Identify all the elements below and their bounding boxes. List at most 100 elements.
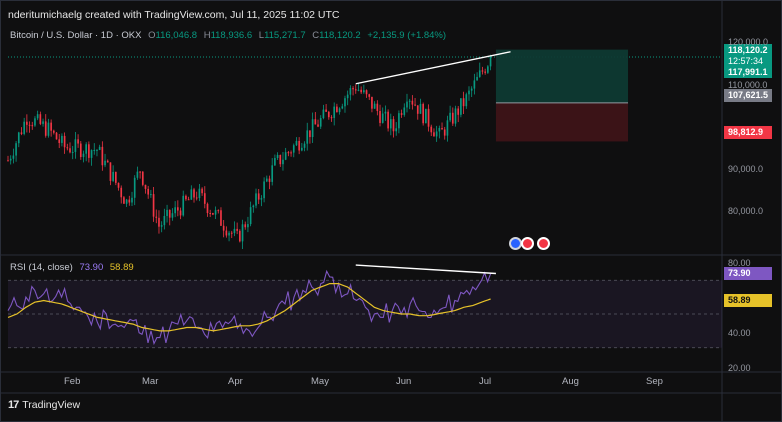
candle-body	[287, 152, 290, 154]
candle-body	[42, 121, 44, 124]
candle-body	[346, 94, 349, 99]
candle-body	[376, 103, 379, 111]
candle-body	[106, 160, 109, 163]
flag-icon-1[interactable]	[521, 237, 534, 250]
candle-body	[34, 118, 36, 126]
month-label-aug: Aug	[562, 376, 579, 387]
candle-body	[422, 103, 424, 124]
countdown-value: 12:57:34	[728, 56, 764, 66]
candle-body	[123, 197, 125, 204]
candle-body	[7, 160, 9, 162]
candle-body	[147, 188, 150, 195]
candle-body	[292, 145, 295, 153]
candle-body	[77, 139, 79, 144]
candle-body	[85, 144, 88, 154]
candle-body	[117, 182, 120, 188]
candle-body	[166, 209, 168, 216]
candle-body	[198, 188, 201, 199]
candle-body	[9, 158, 12, 161]
candle-body	[435, 131, 438, 137]
flag-icon-2[interactable]	[537, 237, 550, 250]
candle-body	[419, 103, 422, 114]
candle-body	[74, 139, 77, 152]
candle-body	[389, 119, 392, 129]
tradingview-logo-icon: 17	[8, 399, 19, 411]
rsi-tick-40: 40.00	[728, 328, 751, 338]
candle-body	[168, 209, 171, 218]
candle-body	[236, 228, 238, 231]
candle-body	[462, 98, 465, 107]
rsi-legend[interactable]: RSI (14, close) 73.90 58.89	[10, 262, 134, 273]
candle-body	[50, 122, 52, 131]
candle-body	[239, 230, 241, 242]
open-value: 116,046.8	[155, 30, 198, 41]
candle-body	[69, 148, 71, 153]
footer-branding[interactable]: 17 TradingView	[8, 399, 80, 411]
stop-zone	[495, 102, 629, 142]
candle-body	[217, 210, 220, 212]
entry-price-tag: 107,621.5	[724, 89, 772, 102]
price-legend[interactable]: Bitcoin / U.S. Dollar · 1D · OKX O116,04…	[10, 30, 446, 41]
attribution-text: nderitumichaelg created with TradingView…	[8, 9, 340, 21]
candle-body	[174, 207, 176, 214]
candle-body	[381, 113, 384, 123]
candle-body	[379, 110, 381, 123]
candle-body	[470, 88, 473, 91]
candle-body	[52, 130, 55, 133]
candle-body	[400, 113, 403, 115]
candle-body	[406, 101, 408, 108]
month-label-apr: Apr	[228, 376, 243, 387]
candle-body	[44, 121, 47, 136]
candle-body	[365, 90, 368, 95]
candle-body	[443, 129, 446, 136]
candle-body	[136, 171, 139, 178]
candle-body	[257, 193, 260, 200]
candle-body	[93, 149, 96, 151]
candle-body	[327, 111, 330, 118]
candle-body	[441, 127, 443, 130]
candle-body	[96, 149, 98, 151]
candle-body	[26, 121, 28, 125]
y-tick-90000: 90,000.0	[728, 164, 764, 174]
candle-body	[233, 228, 236, 234]
candle-body	[395, 128, 398, 132]
candle-body	[58, 139, 61, 143]
candle-body	[454, 108, 457, 124]
candle-body	[430, 126, 433, 133]
candle-body	[330, 117, 333, 119]
change-value: +2,135.9 (+1.84%)	[367, 30, 447, 41]
candle-body	[141, 171, 144, 185]
candle-body	[295, 140, 298, 146]
candle-body	[139, 171, 141, 173]
candle-body	[476, 76, 478, 81]
candle-body	[47, 122, 50, 136]
candle-body	[214, 210, 217, 215]
low-label: L	[258, 30, 265, 41]
y-tick-80000: 80,000.0	[728, 206, 764, 216]
candle-body	[338, 108, 341, 113]
candle-body	[265, 178, 268, 182]
candle-body	[354, 89, 357, 91]
candle-body	[190, 189, 193, 200]
candle-body	[220, 210, 222, 226]
candle-body	[446, 120, 449, 136]
candle-body	[411, 100, 414, 105]
candle-body	[344, 98, 346, 107]
candle-body	[222, 225, 225, 231]
candle-body	[177, 207, 179, 211]
candle-body	[125, 199, 128, 204]
candle-body	[28, 124, 31, 126]
candle-body	[465, 94, 468, 107]
candle-body	[39, 114, 42, 124]
candle-body	[457, 108, 460, 115]
rsi-value: 73.90	[79, 262, 104, 273]
candle-body	[449, 112, 451, 121]
candle-body	[128, 199, 131, 203]
candle-body	[398, 113, 400, 129]
candle-body	[433, 132, 435, 137]
candle-body	[276, 154, 279, 159]
candle-body	[473, 80, 476, 89]
candle-body	[384, 111, 387, 114]
candle-body	[271, 165, 274, 182]
